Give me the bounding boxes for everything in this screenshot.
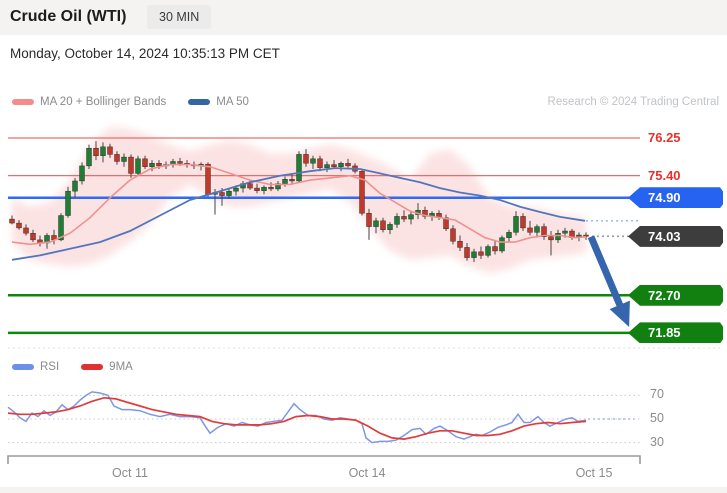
projection-dotted-lines: [8, 220, 722, 349]
rsi-legend-label: RSI: [40, 361, 60, 373]
timeframe-badge: 30 MIN: [147, 5, 212, 29]
pivot-price-tag-74-90: 74.90: [628, 187, 723, 209]
main-chart-legend: MA 20 + Bollinger Bands MA 50: [12, 96, 265, 108]
rsi-legend: RSI 9MA: [12, 361, 149, 373]
x-axis-bracket: [7, 455, 641, 464]
rsi-tick-50: 50: [650, 411, 664, 425]
instrument-title: Crude Oil (WTI): [10, 8, 127, 25]
rsi-tick-70: 70: [650, 387, 664, 402]
bollinger-band-area: [12, 126, 586, 274]
rsi-ma9-legend-swatch: [81, 364, 104, 370]
support-price-tag-71-85: 71.85: [628, 322, 723, 344]
x-axis-label-oct-11: Oct 11: [112, 466, 148, 480]
rsi-tick-30: 30: [650, 434, 664, 449]
copyright-notice: Research © 2024 Trading Central: [547, 96, 719, 108]
bearish-forecast-arrow: [587, 235, 630, 327]
x-axis-label-oct-14: Oct 14: [348, 466, 386, 480]
footer-band: [0, 487, 727, 493]
ma20-bollinger-legend-swatch: [12, 99, 34, 105]
horizontal-level-lines: [8, 137, 640, 335]
resistance-label-76-25: 76.25: [648, 130, 681, 145]
resistance-label-75-40: 75.40: [648, 167, 681, 183]
header-band: [0, 0, 727, 35]
moving-average-lines: [11, 163, 587, 261]
last-price-tag-74-03: 74.03: [628, 225, 723, 247]
ma50-legend-label: MA 50: [216, 96, 249, 108]
rsi-indicator-pane: [7, 391, 640, 444]
support-price-tag-72-70: 72.70: [628, 284, 723, 306]
rsi-ma9-legend-label: 9MA: [109, 361, 133, 373]
rsi-legend-swatch: [12, 364, 34, 370]
ma20-bollinger-legend-label: MA 20 + Bollinger Bands: [40, 96, 167, 108]
chart-timestamp: Monday, October 14, 2024 10:35:13 PM CET: [10, 46, 280, 61]
ma50-legend-swatch: [188, 99, 211, 105]
x-axis-label-oct-15: Oct 15: [575, 466, 613, 480]
candlestick-series: [9, 141, 589, 263]
